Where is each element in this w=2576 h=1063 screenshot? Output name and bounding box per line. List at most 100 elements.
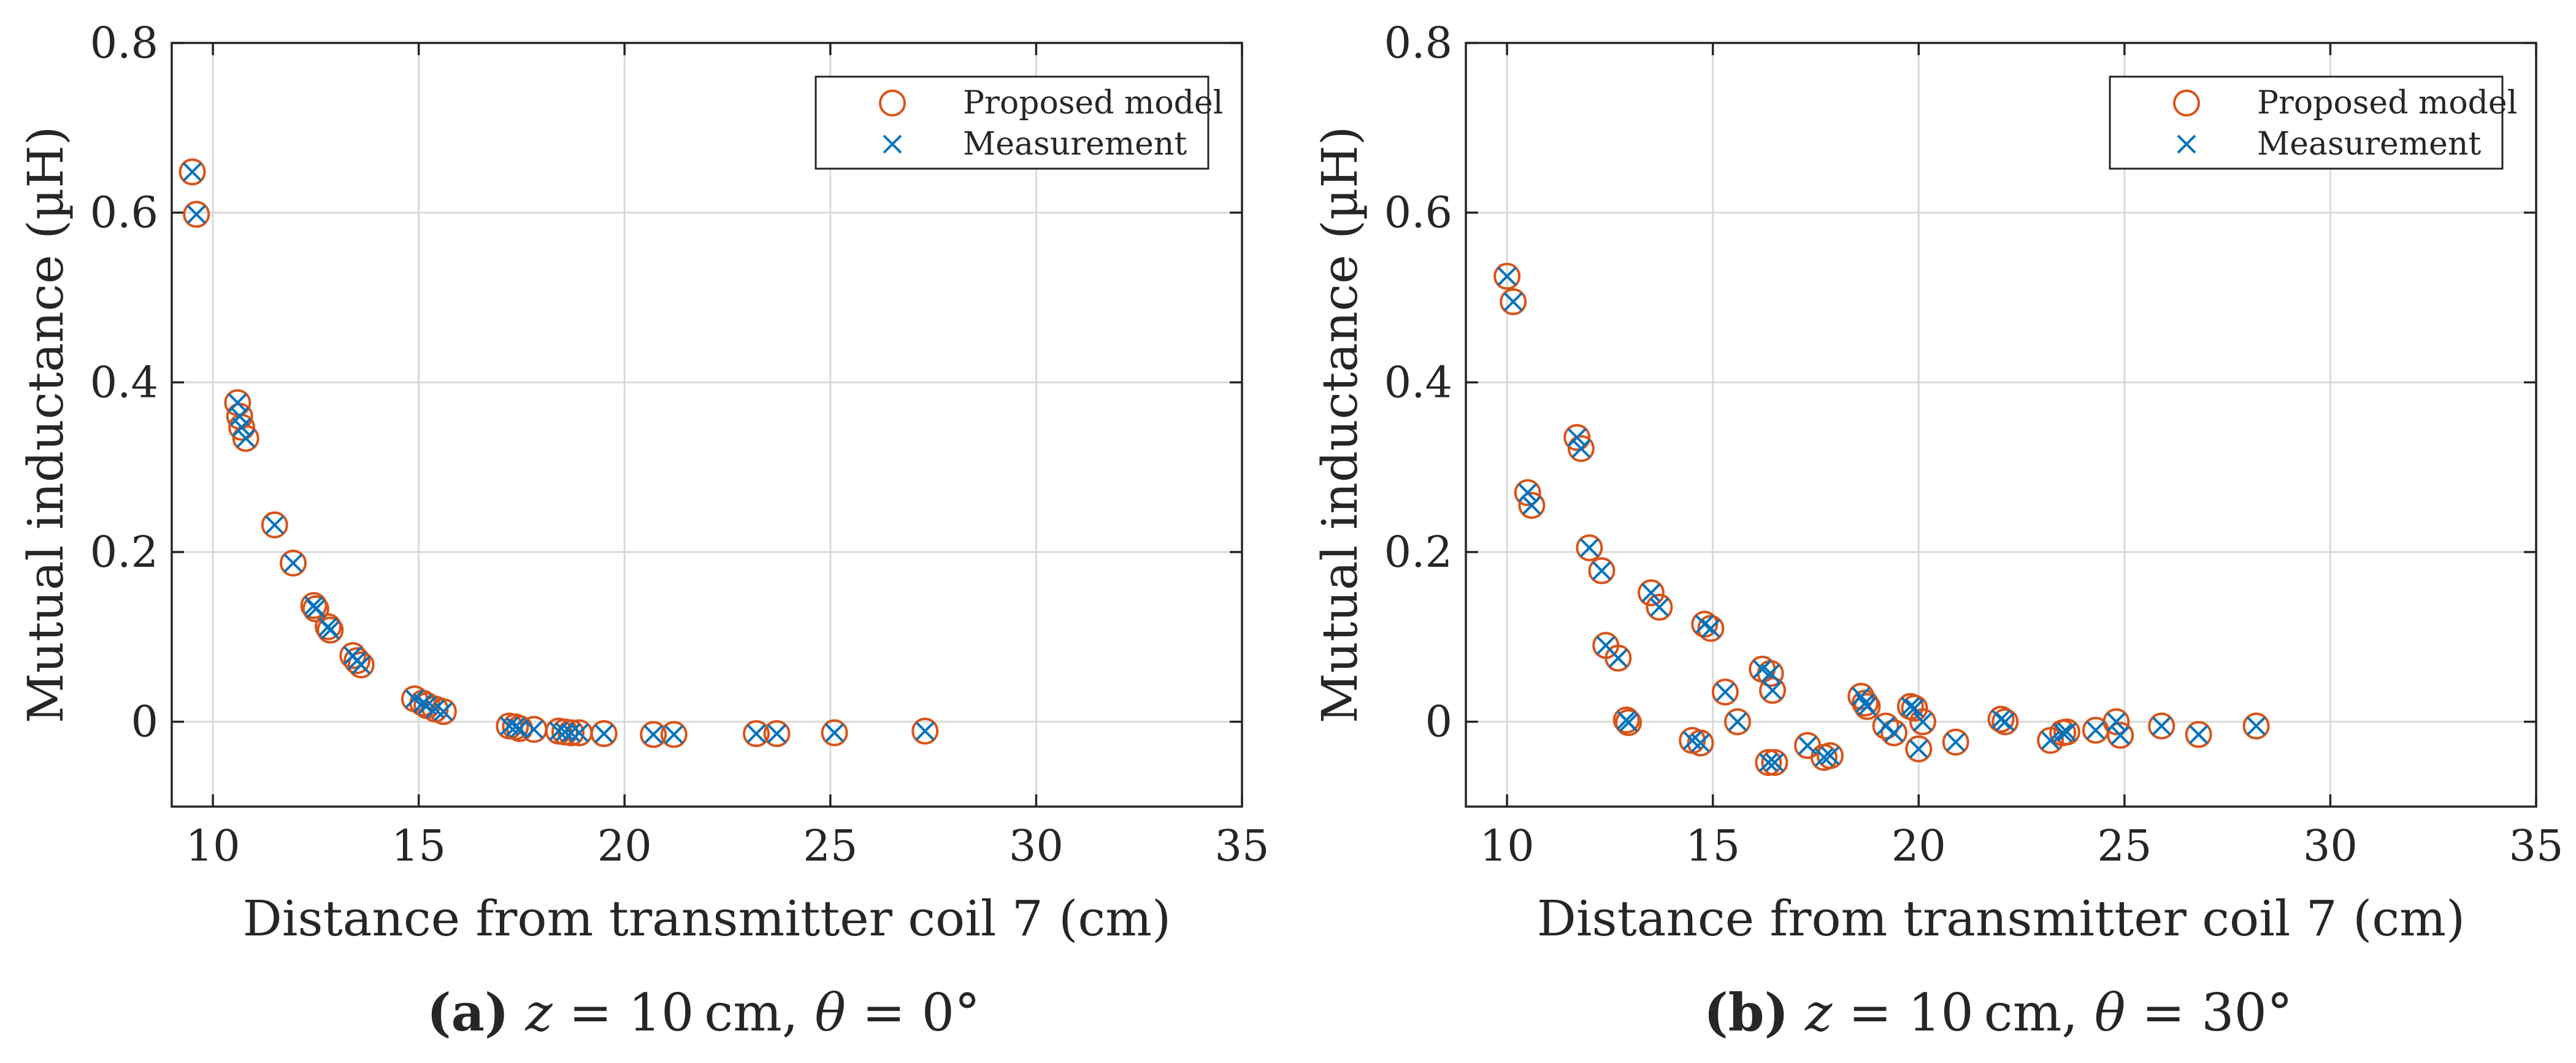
data-point-cross [570,723,589,743]
data-point-cross [1901,697,1920,716]
data-point-cross [664,725,684,744]
data-point-cross [1715,682,1735,702]
data-point-circle [316,616,344,644]
data-point-cross [2041,731,2060,750]
data-point-circle [1563,424,1591,451]
subfigure-caption: (a) z = 10 cm, θ = 0° [427,982,980,1043]
legend-circle-marker [879,90,906,117]
data-point-cross [1765,753,1784,772]
subfigure-caption: (b) z = 10 cm, θ = 30° [1704,982,2293,1043]
legend-label-measurement: Measurement [2257,126,2481,163]
data-point-circle [2185,721,2212,748]
data-point-cross [561,723,581,743]
data-point-circle [1493,263,1521,290]
data-point-circle [640,721,667,748]
caption-theta-symbol: θ [815,983,846,1043]
data-point-cross [1728,712,1747,732]
data-point-cross [434,702,453,721]
data-point-circle [1638,579,1665,607]
caption-theta-symbol: θ [2095,983,2126,1043]
y-tick-label: 0 [131,697,158,747]
data-point-cross [505,717,525,737]
data-point-cross [1909,739,1928,759]
y-tick-label: 0.2 [90,527,158,577]
data-point-circle [2148,712,2175,740]
axes-frame [171,42,1243,808]
x-axis-label: Distance from transmitter coil 7 (cm) [1537,890,2465,947]
series-proposed-model [178,158,939,748]
data-point-cross [746,724,766,743]
data-point-circle [1604,644,1632,672]
caption-theta-value: = 0° [846,983,980,1043]
data-point-circle [763,720,791,748]
axes-frame [1465,42,2537,808]
x-tick-label: 10 [1480,821,1535,871]
legend-label-proposed-model: Proposed model [963,85,1223,121]
data-point-cross [1798,735,1817,755]
legend-cross-marker [883,134,902,154]
y-axis-label: Mutual inductance (µH) [1311,126,1368,724]
data-point-cross [1884,723,1904,743]
series-measurement [1497,267,2266,772]
data-point-circle [1872,712,1899,740]
caption-z-symbol: z [1804,983,1833,1043]
data-point-circle [1697,615,1725,642]
x-tick-label: 15 [1685,821,1740,871]
data-point-circle [1816,742,1844,769]
y-tick-label: 0.4 [1384,357,1452,407]
data-point-cross [265,515,285,535]
chart-a: 10 15 20 25 30 35 0 0.2 0.4 0.6 0.8 Distance from t… [17,18,1270,1043]
series-measurement [183,162,935,744]
data-point-circle [232,424,259,452]
series-proposed-model [1493,263,2270,777]
data-point-cross [1503,292,1523,312]
data-point-cross [306,599,326,619]
data-point-circle [261,511,288,539]
legend: Proposed model Measurement [2109,75,2517,170]
caption-z-symbol: z [525,983,553,1043]
data-point-circle [1576,534,1603,562]
data-point-circle [300,592,328,620]
x-tick-label: 25 [2097,821,2152,871]
data-point-cross [594,724,614,743]
data-point-cross [1522,496,1541,515]
data-point-circle [1761,749,1788,777]
data-point-cross [2247,716,2266,735]
data-point-circle [1711,678,1739,706]
data-point-circle [1909,708,1936,735]
x-tick-label: 20 [597,821,652,871]
data-point-cross [232,418,251,437]
caption-label: (a) [427,982,509,1043]
data-point-circle [1723,708,1751,735]
x-tick-label: 35 [1214,821,1269,871]
data-point-circle [279,549,307,577]
x-axis-label: Distance from transmitter coil 7 (cm) [243,890,1171,947]
data-point-cross [2057,722,2077,742]
data-point-cross [1913,712,1933,732]
data-point-circle [743,720,770,748]
data-point-circle [2107,721,2134,749]
data-point-circle [1880,719,1907,746]
data-point-circle [821,719,848,746]
data-point-cross [1650,597,1669,617]
data-point-cross [1995,712,2015,732]
data-point-cross [1701,619,1720,638]
data-point-circle [343,647,371,675]
data-point-cross [1497,267,1517,286]
x-tick-label: 20 [1892,821,1946,871]
data-point-circle [1942,728,1969,756]
legend-box [815,75,1209,170]
caption-theta-value: = 30° [2125,983,2293,1043]
y-tick-label: 0.8 [1384,18,1452,68]
data-point-cross [1763,681,1782,700]
data-point-cross [1619,713,1638,732]
data-point-cross [524,720,544,739]
data-point-cross [825,723,844,743]
data-point-circle [1905,735,1933,762]
data-point-circle [2242,712,2270,740]
data-point-cross [1857,697,1877,716]
data-point-circle [1901,694,1928,722]
data-point-circle [2053,718,2080,746]
data-point-cross [643,725,663,744]
legend-cross-marker [2177,134,2196,154]
